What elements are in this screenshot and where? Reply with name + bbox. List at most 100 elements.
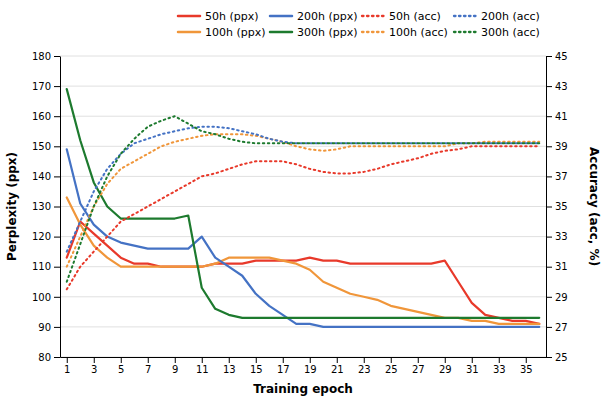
tick: 29 [546, 292, 568, 303]
legend: 50h (ppx)100h (ppx)200h (ppx)300h (ppx)5… [178, 10, 540, 39]
legend-swatch [178, 31, 200, 34]
legend-item: 200h (acc) [454, 10, 540, 23]
y-axis: 8090100110120130140150160170180 [32, 51, 61, 363]
series-line [67, 127, 540, 252]
tick: 43 [546, 81, 568, 92]
legend-label: 100h (ppx) [205, 26, 266, 39]
tick-mark [256, 357, 257, 363]
tick-label: 3 [91, 364, 97, 375]
tick-label: 35 [520, 364, 533, 375]
axis-line [61, 357, 547, 358]
legend-swatch [454, 15, 476, 17]
tick: 33 [546, 231, 568, 242]
tick-label: 140 [32, 171, 51, 182]
tick-mark [148, 357, 149, 363]
tick-label: 160 [32, 111, 51, 122]
tick-mark [546, 56, 552, 57]
tick-label: 19 [304, 364, 317, 375]
tick-label: 33 [555, 231, 568, 242]
tick-mark [54, 176, 60, 177]
grid-line [60, 86, 546, 87]
x-axis: 1357911131517192123252729313335 [61, 357, 547, 375]
tick-mark [546, 146, 552, 147]
tick: 31 [546, 261, 568, 272]
series-line [67, 146, 540, 289]
tick-mark [546, 237, 552, 238]
chart: 1357911131517192123252729313335809010011… [0, 0, 606, 401]
legend-item: 50h (acc) [362, 10, 441, 23]
tick: 41 [546, 111, 568, 122]
legend-item: 100h (ppx) [178, 26, 266, 39]
tick-label: 13 [223, 364, 236, 375]
grid-line [60, 176, 546, 177]
tick-mark [546, 207, 552, 208]
legend-item: 300h (acc) [454, 26, 540, 39]
grid-line [60, 146, 546, 147]
tick-label: 9 [172, 364, 178, 375]
tick: 11 [196, 357, 209, 375]
legend-swatch [362, 15, 384, 17]
series-line [67, 197, 540, 323]
tick: 9 [172, 357, 178, 375]
tick-label: 120 [32, 231, 51, 242]
tick-label: 23 [358, 364, 371, 375]
tick: 90 [38, 322, 60, 333]
series-line [67, 222, 540, 324]
tick: 3 [91, 357, 97, 375]
tick-label: 180 [32, 51, 51, 62]
tick-mark [337, 357, 338, 363]
tick-label: 1 [64, 364, 70, 375]
tick-label: 45 [555, 51, 568, 62]
tick-label: 29 [555, 292, 568, 303]
tick-label: 27 [412, 364, 425, 375]
tick-label: 29 [439, 364, 452, 375]
legend-swatch [454, 31, 476, 33]
tick-mark [54, 86, 60, 87]
tick-label: 37 [555, 171, 568, 182]
tick: 25 [546, 352, 568, 363]
y-axis-title: Perplexity (ppx) [5, 152, 19, 261]
tick-mark [54, 116, 60, 117]
y2-axis: 2527293133353739414345 [546, 51, 568, 363]
legend-swatch [270, 15, 292, 18]
series-line [67, 134, 540, 266]
tick-mark [54, 357, 60, 358]
tick-mark [54, 267, 60, 268]
tick-mark [418, 357, 419, 363]
y2-axis-title: Accuracy (acc, %) [587, 147, 601, 266]
tick-label: 11 [196, 364, 209, 375]
tick-label: 35 [555, 201, 568, 212]
tick-label: 130 [32, 201, 51, 212]
tick-label: 110 [32, 261, 51, 272]
tick: 15 [250, 357, 263, 375]
tick: 13 [223, 357, 236, 375]
tick-mark [499, 357, 500, 363]
tick: 27 [412, 357, 425, 375]
tick-mark [364, 357, 365, 363]
tick-label: 31 [555, 261, 568, 272]
tick-mark [202, 357, 203, 363]
tick: 7 [145, 357, 151, 375]
grid-line [60, 116, 546, 117]
tick-mark [546, 116, 552, 117]
tick: 180 [32, 51, 60, 62]
tick: 23 [358, 357, 371, 375]
tick-mark [121, 357, 122, 363]
legend-swatch [270, 31, 292, 34]
tick-mark [54, 146, 60, 147]
tick-mark [54, 237, 60, 238]
legend-item: 100h (acc) [362, 26, 448, 39]
tick-label: 25 [555, 352, 568, 363]
tick-label: 5 [118, 364, 124, 375]
tick-mark [283, 357, 284, 363]
tick-mark [546, 267, 552, 268]
grid [60, 56, 546, 357]
tick-label: 150 [32, 141, 51, 152]
tick: 45 [546, 51, 568, 62]
tick-label: 41 [555, 111, 568, 122]
tick-mark [546, 86, 552, 87]
tick-label: 80 [38, 352, 51, 363]
tick: 39 [546, 141, 568, 152]
legend-label: 50h (acc) [389, 10, 441, 23]
tick: 1 [64, 357, 70, 375]
